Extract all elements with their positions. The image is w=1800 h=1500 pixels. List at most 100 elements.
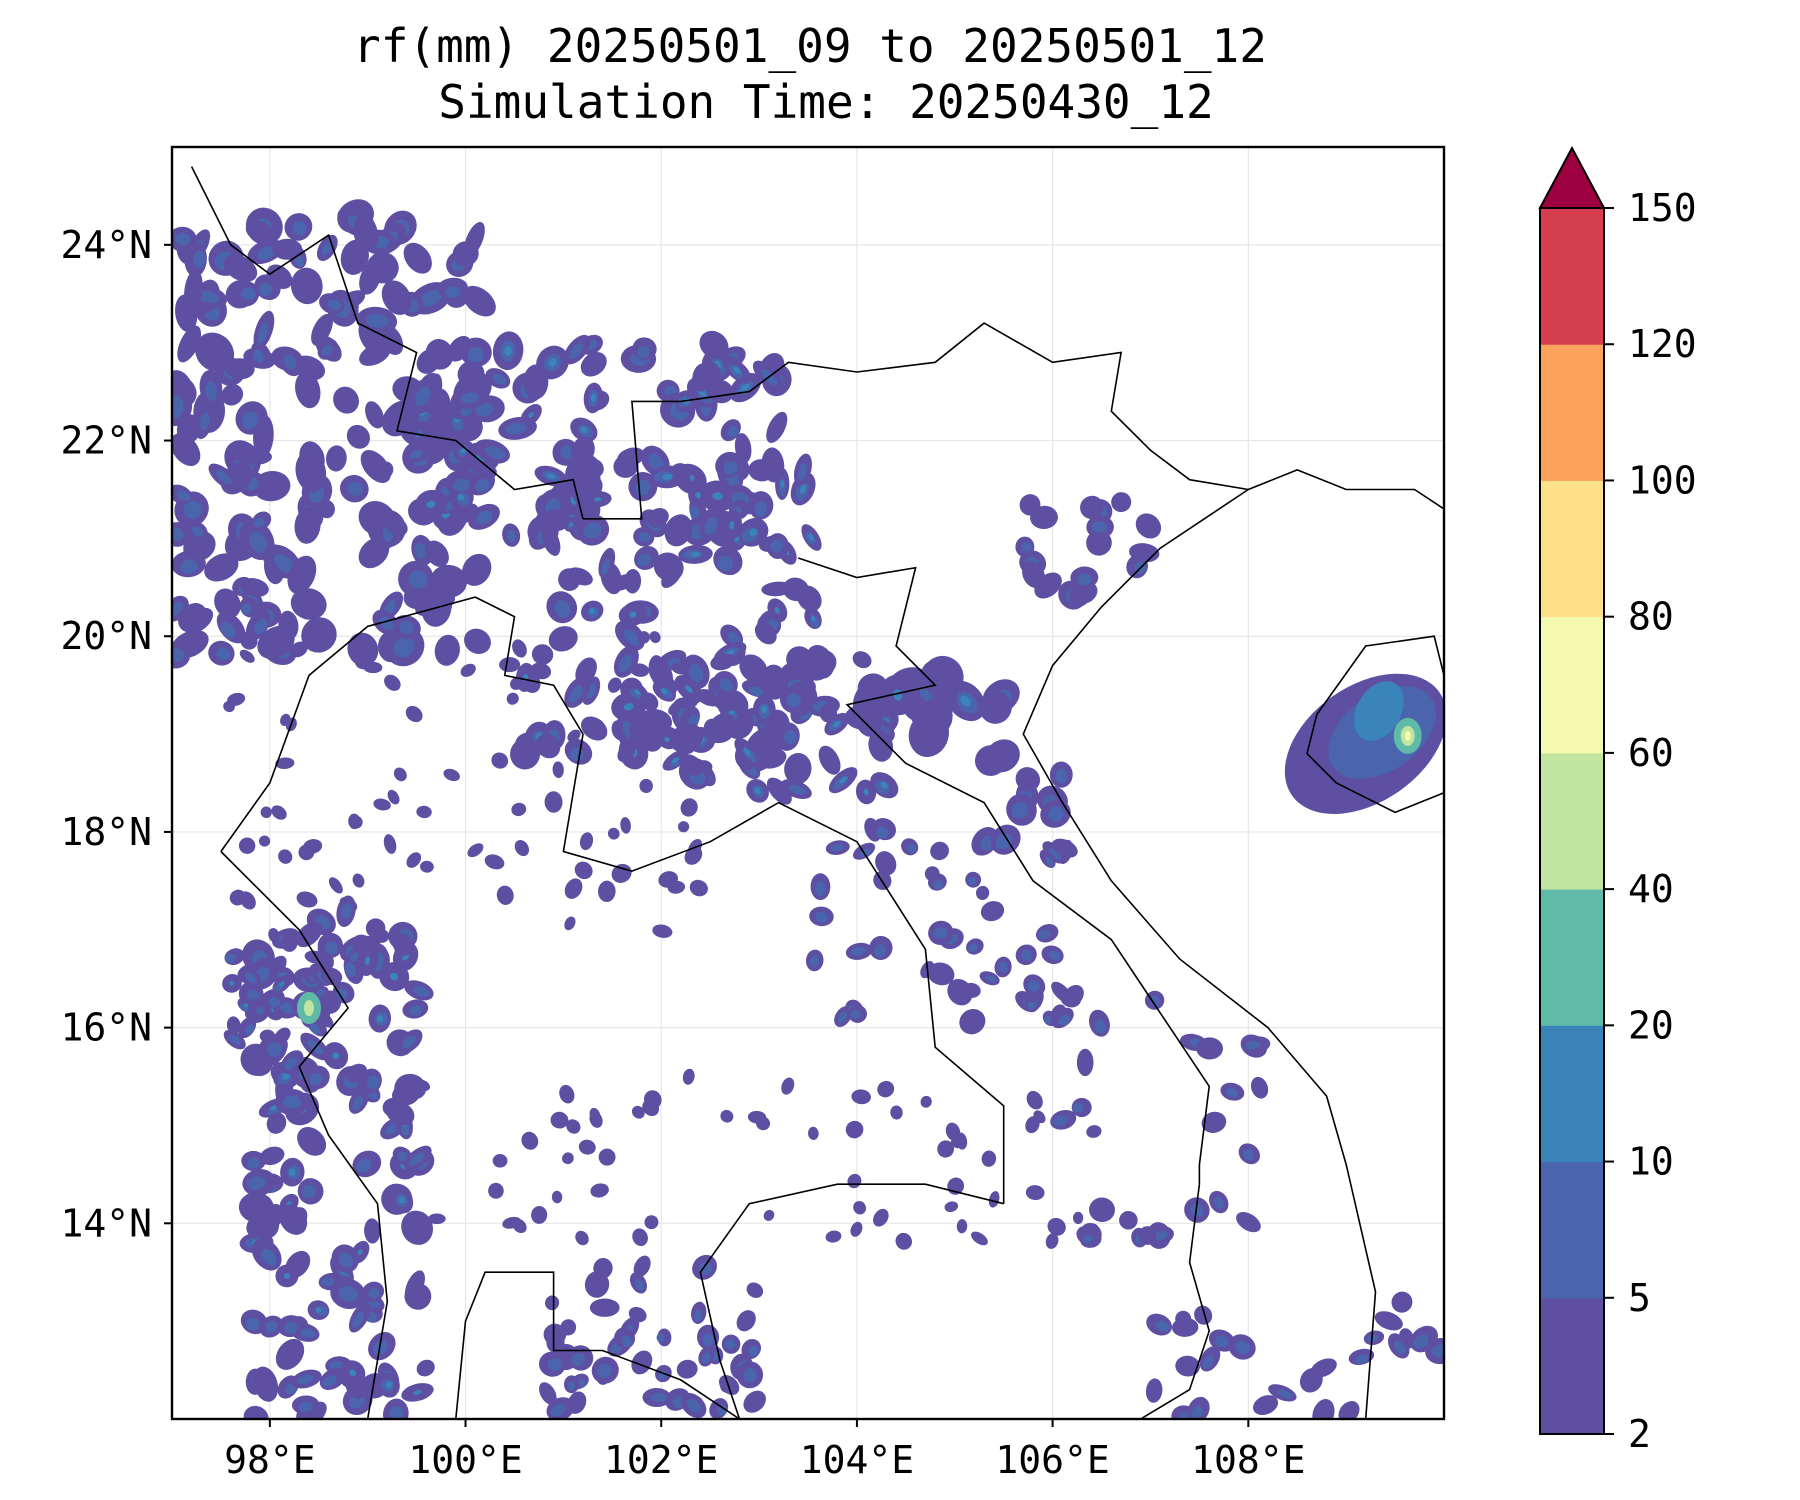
rain-cell [327, 299, 342, 311]
rain-cell [268, 996, 281, 1008]
rain-cell [647, 507, 669, 528]
rain-cell [551, 1190, 563, 1204]
rain-cell [443, 768, 460, 782]
rain-cell [550, 1404, 566, 1417]
rain-cell [544, 791, 563, 813]
rain-cell [761, 705, 768, 714]
rain-cell [353, 214, 378, 252]
rain-cell [718, 1375, 740, 1395]
rain-cell [743, 748, 751, 756]
rain-cell [272, 238, 303, 260]
rain-cell [287, 555, 317, 594]
rain-cell [810, 615, 816, 622]
rain-cell [642, 1099, 660, 1117]
rain-cell [780, 479, 785, 489]
rain-cell [689, 663, 704, 683]
rain-cell [598, 880, 616, 903]
rain-cell [598, 1148, 616, 1166]
rain-cell [258, 835, 271, 847]
rain-cell [468, 347, 484, 364]
rain-cell [531, 1205, 548, 1224]
colorbar-segment [1540, 752, 1604, 890]
rain-cell [184, 269, 203, 312]
rain-cell [365, 918, 386, 938]
rain-cell [548, 626, 578, 652]
rain-cell [560, 445, 575, 460]
rain-cell [1152, 1230, 1168, 1241]
rain-cell [640, 692, 659, 711]
rain-cell [399, 620, 414, 635]
rain-cell-hainan [1404, 730, 1411, 741]
rain-cell [720, 1109, 734, 1123]
rain-cell [461, 553, 492, 586]
rain-cell [1072, 1102, 1084, 1113]
rain-cell [837, 1011, 848, 1024]
rain-cell [376, 1015, 383, 1023]
rain-cell [692, 363, 712, 392]
rain-cell [299, 1328, 316, 1338]
rain-cell [853, 696, 883, 737]
rain-cell [611, 863, 632, 883]
rain-cell [269, 1105, 278, 1111]
rain-cell [920, 1095, 932, 1108]
rain-cell [759, 748, 787, 769]
rain-cell [301, 617, 337, 653]
rain-cell [760, 664, 787, 699]
rain-cell [492, 373, 506, 385]
rain-cell [766, 411, 788, 443]
border-line [699, 1183, 1004, 1419]
rain-cell [766, 777, 792, 805]
rain-cell [298, 1401, 313, 1412]
rain-cell [637, 345, 650, 359]
rain-cell [567, 567, 593, 586]
rain-cell [345, 962, 356, 978]
rain-cell [385, 517, 408, 536]
x-axis-ticks: 98°E 100°E 102°E 104°E 106°E 108°E [224, 1419, 1306, 1482]
rain-cell [280, 713, 291, 726]
rain-cell [766, 719, 785, 738]
rain-cell [1175, 1355, 1201, 1377]
rain-cell [799, 484, 807, 494]
rain-cell [415, 1079, 431, 1092]
rain-cell [322, 1374, 337, 1387]
rain-cell [868, 729, 894, 762]
rain-cell [290, 267, 323, 305]
border-line [797, 557, 1211, 1185]
rain-cell [1086, 1125, 1102, 1138]
rain-cell [863, 788, 869, 796]
rain-cell [679, 737, 697, 754]
rain-cell [311, 313, 333, 346]
rain-cell [257, 246, 276, 260]
rain-cell [922, 655, 964, 699]
border-line [583, 322, 1249, 520]
rain-cell [321, 241, 333, 256]
rain-cell [589, 1298, 620, 1317]
rain-cell [499, 657, 521, 673]
rain-cell [589, 608, 596, 614]
rain-cell [273, 554, 295, 573]
rain-cell [545, 1295, 560, 1311]
rain-cell [621, 1335, 633, 1348]
rain-cell [393, 636, 415, 658]
rain-cell [275, 1338, 305, 1370]
rain-cell [539, 1382, 557, 1405]
rain-cell [530, 662, 552, 680]
rain-cell [1236, 1212, 1261, 1233]
rain-cell [283, 1272, 291, 1279]
rain-cell [402, 1035, 417, 1049]
rain-cell [1055, 768, 1068, 784]
rain-cell [725, 1339, 736, 1350]
y-tick-label: 14°N [60, 1201, 152, 1245]
rain-cell [644, 1215, 659, 1230]
rain-cell [292, 220, 307, 236]
rain-cell [845, 1120, 864, 1139]
rain-cell [354, 652, 372, 670]
rain-cell [416, 805, 432, 819]
rain-cell [393, 767, 407, 782]
rain-cell [223, 254, 258, 282]
rain-cell [294, 507, 321, 544]
y-axis-ticks: 24°N 22°N 20°N 18°N 16°N 14°N [60, 223, 172, 1245]
rain-cell [261, 1248, 277, 1266]
rain-cell [352, 1096, 363, 1111]
rain-cell [177, 325, 202, 363]
